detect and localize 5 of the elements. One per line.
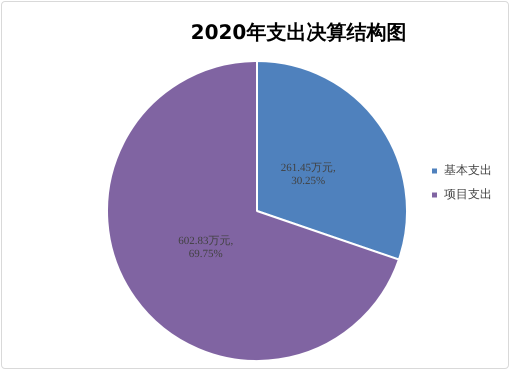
data-label: 602.83万元, 69.75% <box>178 235 234 260</box>
legend-label: 项目支出 <box>444 187 492 202</box>
legend-label: 基本支出 <box>444 163 492 178</box>
chart-title: 2020年支出决算结构图 <box>190 20 406 44</box>
data-label: 261.45万元, 30.25% <box>280 162 336 187</box>
